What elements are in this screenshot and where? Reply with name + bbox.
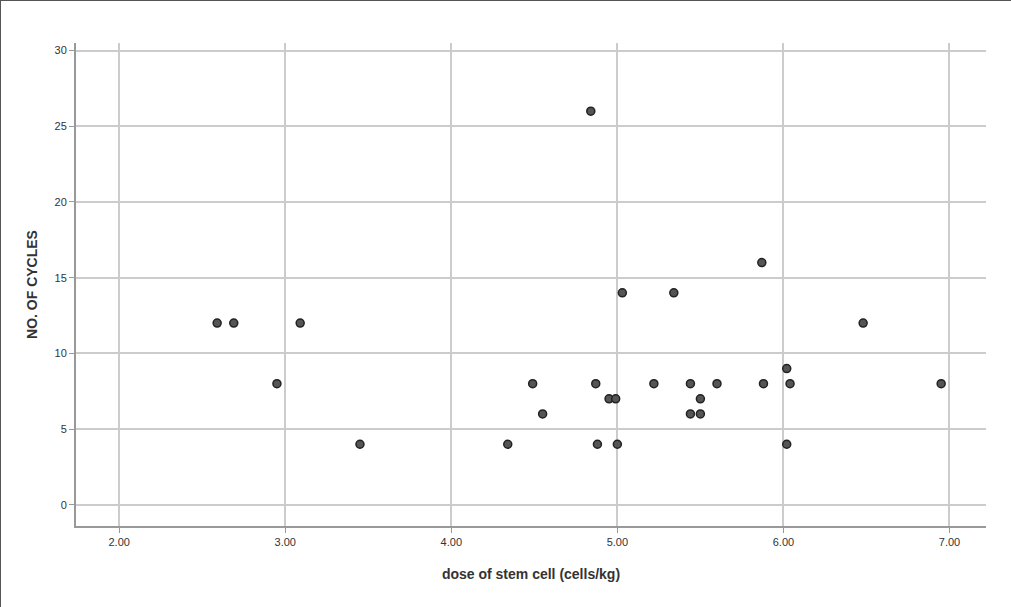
svg-text:30: 30 <box>55 44 67 56</box>
svg-text:25: 25 <box>55 120 67 132</box>
svg-text:15: 15 <box>55 272 67 284</box>
svg-text:5.00: 5.00 <box>607 536 628 548</box>
svg-text:7.00: 7.00 <box>939 536 960 548</box>
svg-text:6.00: 6.00 <box>773 536 794 548</box>
svg-text:20: 20 <box>55 196 67 208</box>
svg-text:4.00: 4.00 <box>441 536 462 548</box>
svg-text:dose of stem cell (cells/kg): dose of stem cell (cells/kg) <box>442 566 620 582</box>
svg-text:10: 10 <box>55 347 67 359</box>
svg-text:3.00: 3.00 <box>275 536 296 548</box>
svg-text:NO. OF CYCLES: NO. OF CYCLES <box>24 230 40 339</box>
svg-text:5: 5 <box>61 423 67 435</box>
svg-text:2.00: 2.00 <box>108 536 129 548</box>
svg-text:0: 0 <box>61 499 67 511</box>
